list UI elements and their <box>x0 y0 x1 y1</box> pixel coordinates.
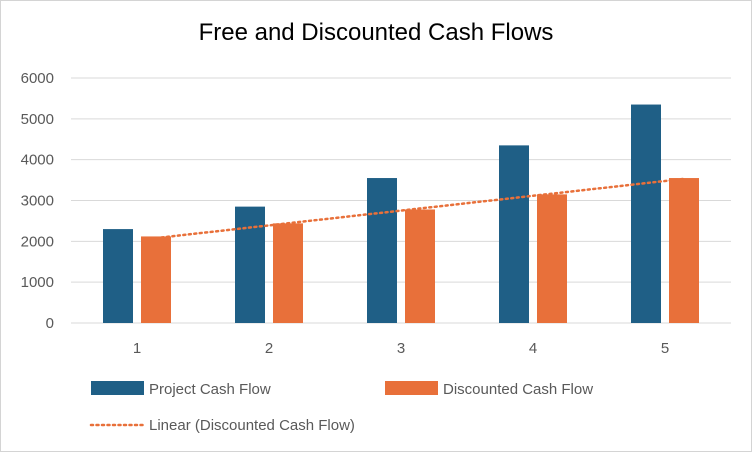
bar-project-cash-flow <box>499 145 529 323</box>
bar-discounted-cash-flow <box>141 236 171 323</box>
legend-label: Linear (Discounted Cash Flow) <box>149 417 355 434</box>
x-tick-label: 2 <box>265 340 273 357</box>
bar-project-cash-flow <box>631 104 661 324</box>
trendline <box>154 177 686 240</box>
y-tick-label: 6000 <box>21 70 54 87</box>
legend: Project Cash Flow Discounted Cash Flow Lin… <box>89 381 593 434</box>
y-tick-label: 3000 <box>21 193 54 210</box>
legend-label: Project Cash Flow <box>149 381 271 398</box>
legend-label: Discounted Cash Flow <box>443 381 593 398</box>
y-tick-label: 4000 <box>21 152 54 169</box>
x-tick-label: 5 <box>661 340 669 357</box>
bar-project-cash-flow <box>367 178 397 323</box>
y-tick-label: 2000 <box>21 233 54 250</box>
y-tick-label: 5000 <box>21 111 54 128</box>
x-axis-ticks: 1 2 3 4 5 <box>133 340 669 357</box>
x-tick-label: 4 <box>529 340 537 357</box>
bars <box>103 104 699 324</box>
x-tick-label: 1 <box>133 340 141 357</box>
chart-title: Free and Discounted Cash Flows <box>198 19 554 46</box>
trendline-layer <box>154 177 686 240</box>
bar-project-cash-flow <box>103 229 133 323</box>
y-tick-label: 0 <box>46 315 54 332</box>
x-tick-label: 3 <box>397 340 405 357</box>
legend-swatch <box>385 381 438 395</box>
bar-discounted-cash-flow <box>537 194 567 323</box>
bar-discounted-cash-flow <box>273 223 303 323</box>
y-axis-ticks: 0 1000 2000 3000 4000 5000 6000 <box>21 70 54 332</box>
bar-project-cash-flow <box>235 206 265 323</box>
y-tick-label: 1000 <box>21 274 54 291</box>
bar-discounted-cash-flow <box>405 209 435 323</box>
legend-swatch <box>91 381 144 395</box>
gridlines <box>71 77 731 324</box>
bar-discounted-cash-flow <box>669 178 699 323</box>
